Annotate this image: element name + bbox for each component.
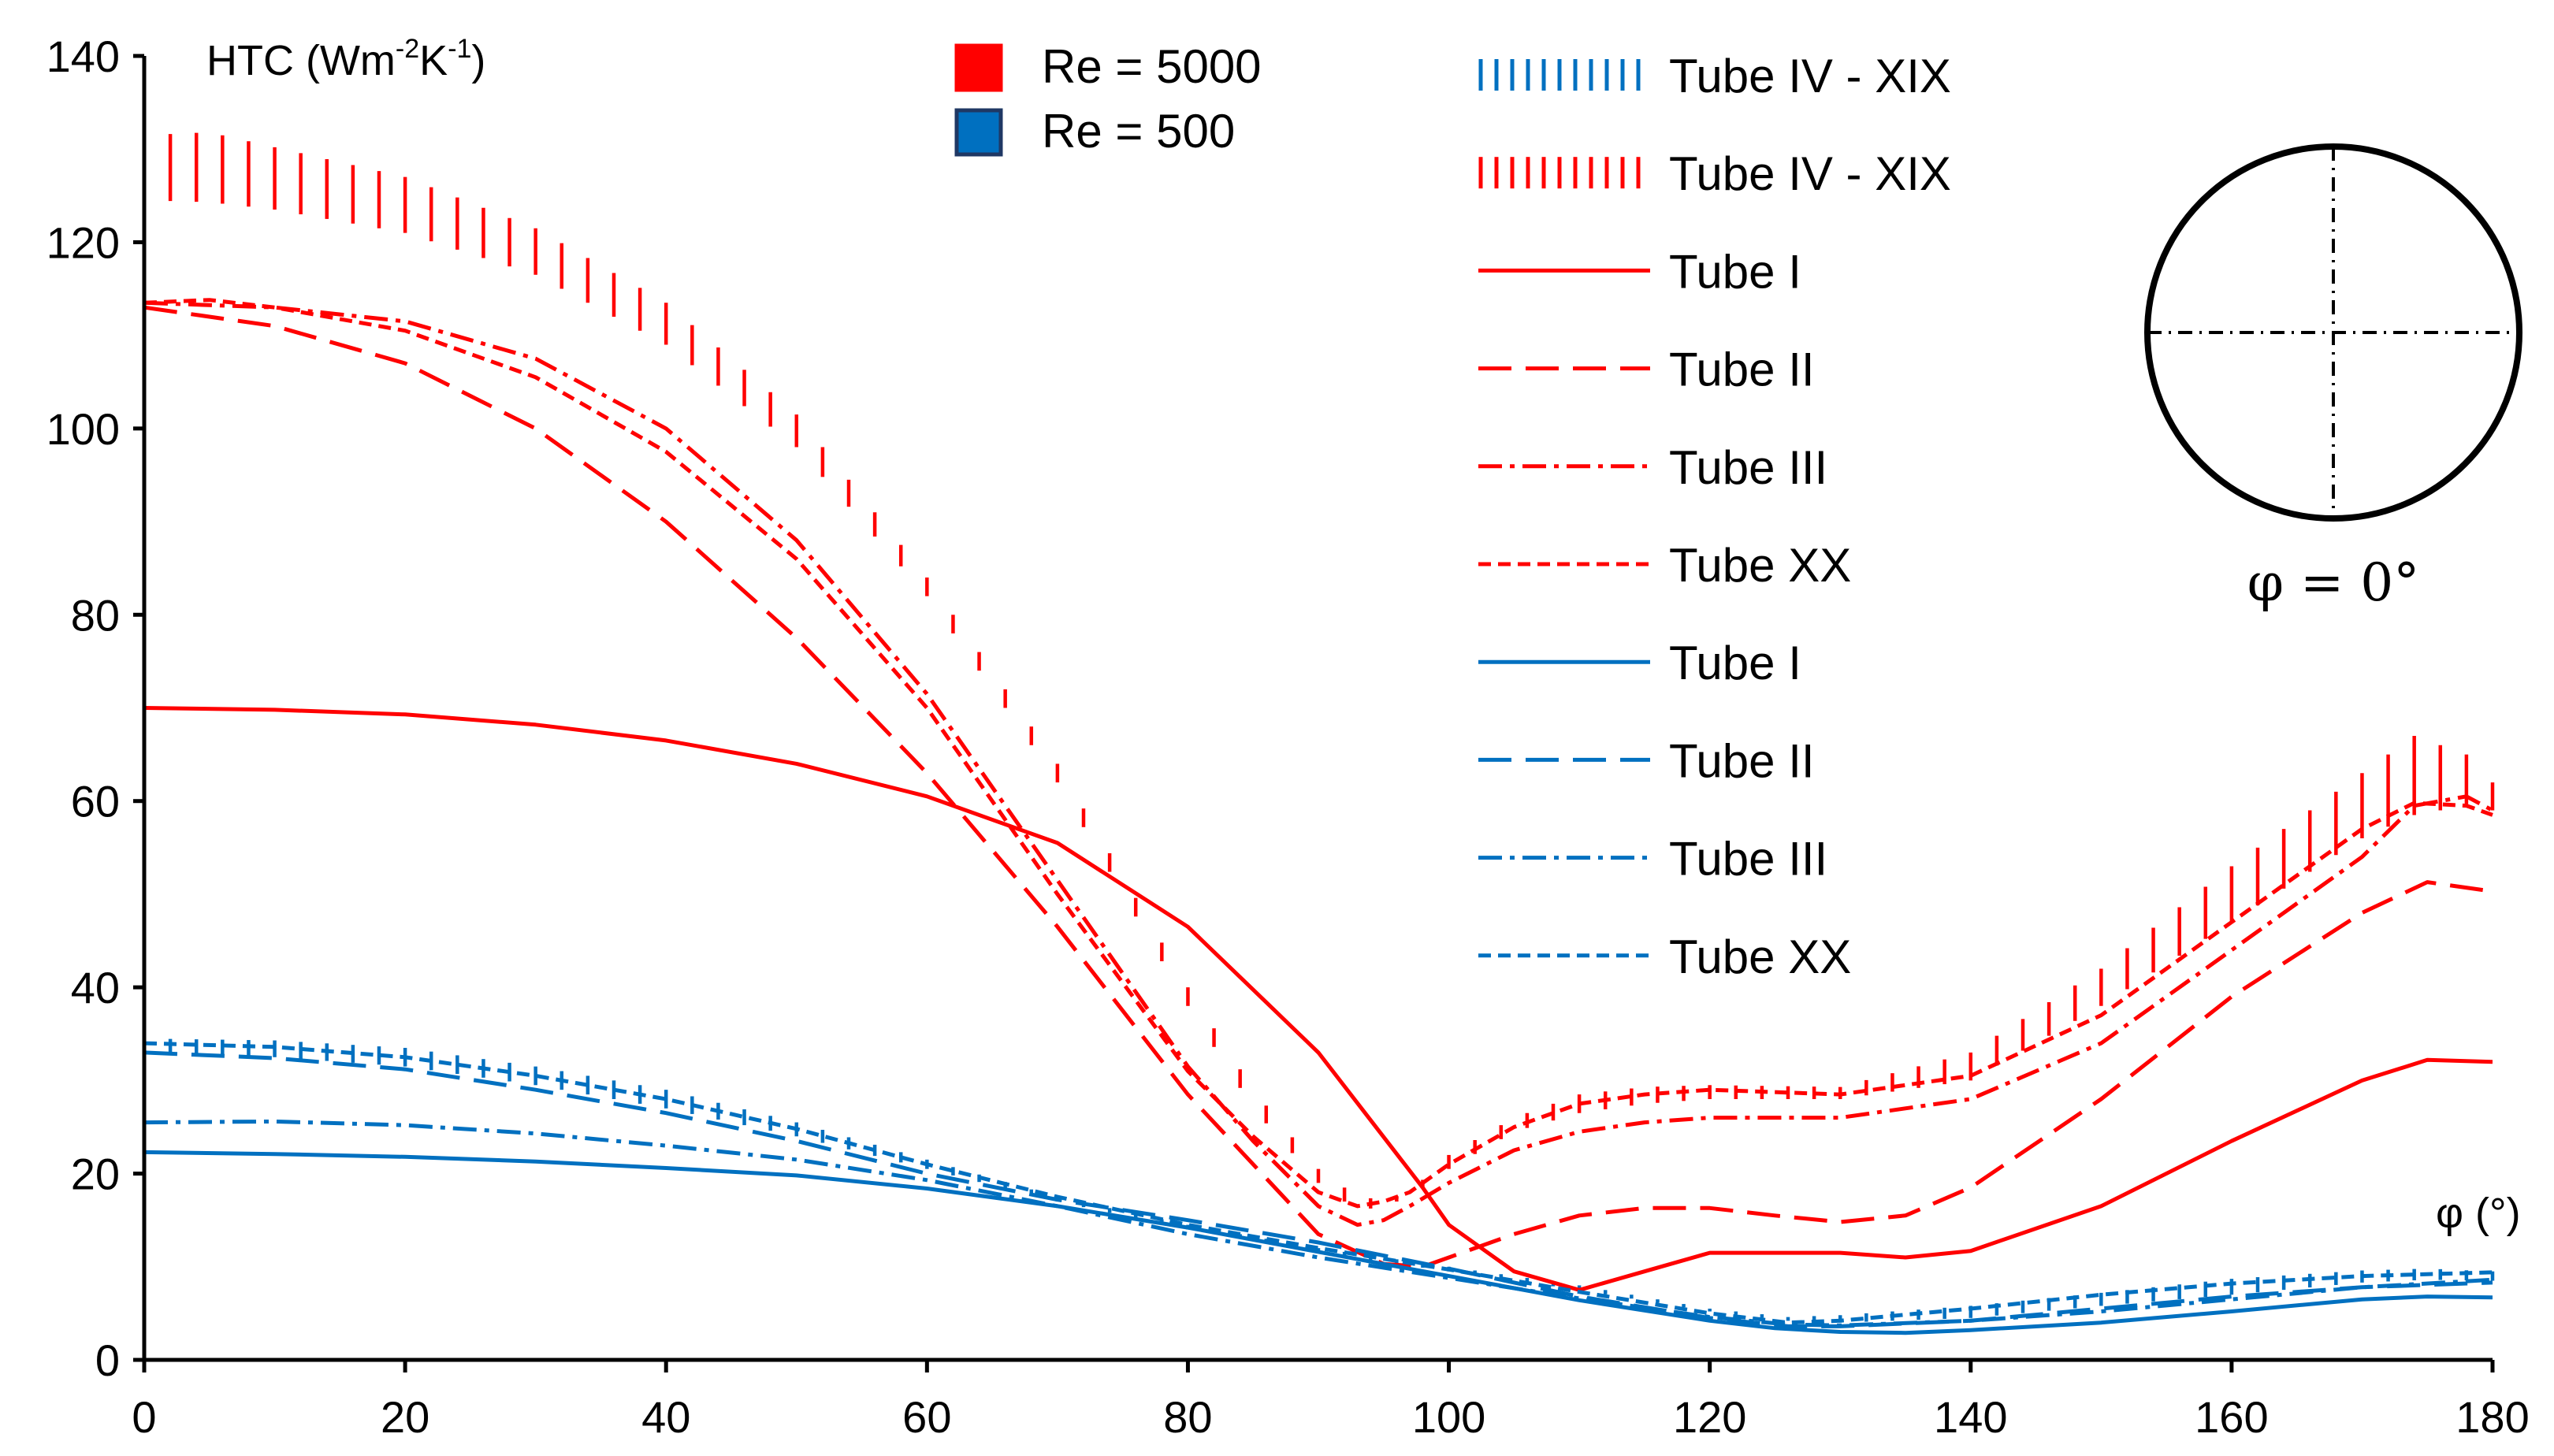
legend-swatch-re5000 — [954, 43, 1003, 92]
legend-label-re5000: Re = 5000 — [1042, 40, 1262, 93]
series-re5000-tubei-line — [143, 706, 2493, 1292]
y-tick-label-0: 0 — [95, 1335, 120, 1385]
y-tick-label-1: 20 — [71, 1150, 120, 1199]
x-tick-label-8: 160 — [2195, 1392, 2268, 1442]
inset-angle-label: φ = 0° — [2247, 552, 2419, 613]
y-tick-label-7: 140 — [46, 32, 120, 81]
y-tick-label-3: 60 — [71, 777, 120, 826]
legend-entry-re500tubeii: Tube II — [1478, 734, 1815, 787]
series-re500-tubeii-line — [143, 1050, 2493, 1328]
legend-entry-re500tubexx: Tube XX — [1478, 930, 1851, 983]
y-tick-label-2: 40 — [71, 963, 120, 1012]
legend-entry-re5000tubeii: Tube II — [1478, 344, 1815, 396]
re-legend: Re = 5000 Re = 500 — [954, 40, 1262, 158]
legend-entry-re500tubei: Tube I — [1478, 637, 1801, 689]
x-tick-label-6: 120 — [1673, 1392, 1746, 1442]
x-tick-label-1: 20 — [381, 1392, 429, 1442]
legend-entry-re5000tubei: Tube I — [1478, 245, 1801, 298]
legend-label-re500: Re = 500 — [1042, 105, 1235, 158]
series-re5000-tubeii-line — [143, 305, 2493, 1269]
legend-label-re500tubexx: Tube XX — [1669, 930, 1851, 983]
series-re5000-tubeiii-line — [143, 300, 2494, 1228]
legend-entry-re5000tubeivxix: Tube IV - XIX — [1478, 147, 1951, 200]
y-tick-label-5: 100 — [46, 404, 120, 454]
legend-label-re5000tubeiii: Tube III — [1669, 441, 1827, 494]
inset-diagram: φ = 0° — [2144, 143, 2522, 613]
x-tick-label-5: 100 — [1412, 1392, 1485, 1442]
series-re500-tubeiii-line — [143, 1119, 2493, 1328]
x-tick-label-4: 80 — [1163, 1392, 1212, 1442]
legend-label-re500tubei: Tube I — [1669, 637, 1801, 689]
y-axis-title: HTC (Wm-2K-1) — [206, 34, 485, 84]
legend-swatch-re500 — [954, 108, 1003, 157]
y-tick-label-6: 120 — [46, 217, 120, 267]
series-re500-tubexx-line — [143, 1041, 2493, 1325]
x-axis-ticks: 0 20 40 60 80 100 120 140 160 180 — [132, 1360, 2530, 1442]
legend-entry-re500tubeivxix: Tube IV - XIX — [1478, 50, 1951, 102]
legend-label-re5000tubei: Tube I — [1669, 245, 1801, 298]
legend-label-re500tubeiii: Tube III — [1669, 833, 1827, 886]
legend-label-re5000tubexx: Tube XX — [1669, 539, 1851, 592]
legend-label-re500tubeivxix: Tube IV - XIX — [1669, 50, 1951, 102]
plot-series — [142, 132, 2495, 1335]
legend-entry-re500tubeiii: Tube III — [1478, 833, 1827, 886]
legend-entry-re5000tubexx: Tube XX — [1478, 539, 1851, 592]
y-axis-ticks: 0 20 40 60 80 100 120 140 — [46, 32, 144, 1385]
x-tick-label-9: 180 — [2455, 1392, 2529, 1442]
series-re5000-tubexx-line — [143, 298, 2493, 1209]
legend-label-re500tubeii: Tube II — [1669, 734, 1815, 787]
series-re5000-tubeivxix-band — [142, 132, 2495, 1209]
x-axis-title: φ (°) — [2436, 1190, 2521, 1237]
legend-label-re5000tubeivxix: Tube IV - XIX — [1669, 147, 1951, 200]
legend-label-re5000tubeii: Tube II — [1669, 344, 1815, 396]
x-tick-label-7: 140 — [1934, 1392, 2007, 1442]
legend-entry-re5000tubeiii: Tube III — [1478, 441, 1827, 494]
x-tick-label-2: 40 — [641, 1392, 690, 1442]
y-tick-label-4: 80 — [71, 590, 120, 640]
x-tick-label-0: 0 — [132, 1392, 156, 1442]
x-tick-label-3: 60 — [902, 1392, 951, 1442]
series-legend: Tube IV - XIX Tube IV - XIX Tube I Tube II T… — [1478, 50, 1951, 983]
